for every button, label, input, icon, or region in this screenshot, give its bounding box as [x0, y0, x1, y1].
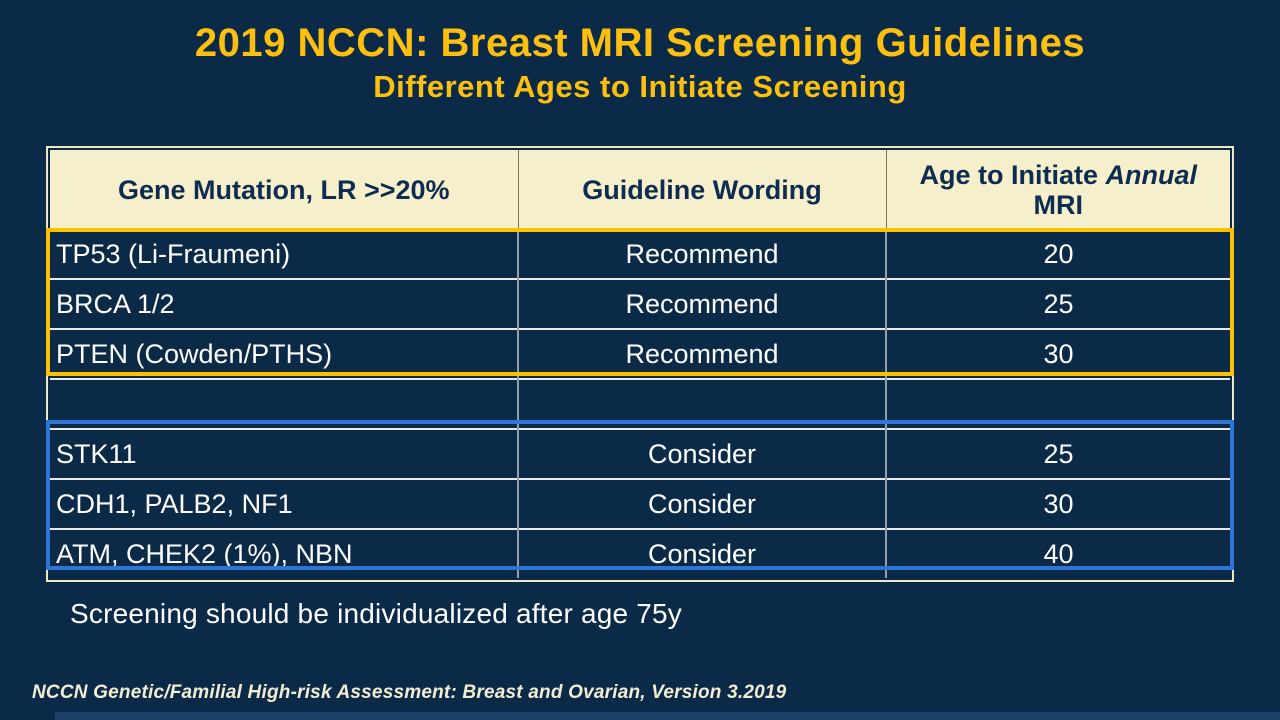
annual-italic-word: Annual: [1105, 159, 1198, 190]
slide-subtitle: Different Ages to Initiate Screening: [373, 69, 907, 104]
age-cell: 40: [885, 528, 1230, 578]
header-age-line1: Age to Initiate Annual: [919, 159, 1198, 190]
citation: NCCN Genetic/Familial High-risk Assessme…: [32, 682, 787, 703]
gene-cell: [50, 378, 518, 429]
slide-title: 2019 NCCN: Breast MRI Screening Guidelin…: [194, 21, 1086, 65]
age-cell: [885, 378, 1230, 429]
wording-cell: Recommend: [517, 230, 886, 279]
age-cell: 25: [885, 278, 1230, 329]
gene-cell: PTEN (Cowden/PTHS): [50, 328, 518, 379]
gene-cell: STK11: [50, 428, 518, 479]
wording-cell: Consider: [517, 478, 886, 529]
age-cell: 30: [885, 328, 1230, 379]
title-block: 2019 NCCN: Breast MRI Screening Guidelin…: [0, 18, 1280, 105]
age-cell: 30: [885, 478, 1230, 529]
screening-note: Screening should be individualized after…: [70, 598, 683, 629]
gene-cell: ATM, CHEK2 (1%), NBN: [50, 528, 518, 578]
gene-cell: TP53 (Li-Fraumeni): [56, 238, 291, 269]
table-row-brca: BRCA 1/2 Recommend 25: [50, 278, 1230, 329]
wording-cell: [517, 378, 886, 429]
table-row-cdh1: CDH1, PALB2, NF1 Consider 30: [50, 478, 1230, 529]
wording-cell: Consider: [517, 528, 886, 578]
table-row-stk11: STK11 Consider 25: [50, 428, 1230, 479]
table-row-atm: ATM, CHEK2 (1%), NBN Consider 40: [50, 528, 1230, 578]
table-header-row: Gene Mutation, LR >>20% Guideline Wordin…: [50, 150, 1230, 230]
header-cell-gene-mutation: Gene Mutation, LR >>20%: [50, 150, 518, 230]
wording-cell: Recommend: [517, 278, 886, 329]
wording-cell: Consider: [517, 428, 886, 479]
wording-cell: Recommend: [517, 328, 886, 379]
header-cell-guideline-wording: Guideline Wording: [517, 150, 886, 230]
table-row-pten: PTEN (Cowden/PTHS) Recommend 30: [50, 328, 1230, 379]
bottom-accent-bar: [55, 712, 1280, 720]
header-age-line2: MRI: [1033, 190, 1084, 220]
gene-cell: BRCA 1/2: [50, 278, 518, 329]
gene-cell: CDH1, PALB2, NF1: [50, 478, 518, 529]
table-row-tp53: TP53 (Li-Fraumeni) Recommend 20: [50, 230, 1230, 279]
age-cell: 20: [885, 230, 1230, 279]
guidelines-table-container: Gene Mutation, LR >>20% Guideline Wordin…: [46, 146, 1234, 582]
guidelines-table: Gene Mutation, LR >>20% Guideline Wordin…: [50, 150, 1230, 578]
table-row-spacer: [50, 378, 1230, 429]
age-cell: 25: [885, 428, 1230, 479]
header-cell-age-to-initiate: Age to Initiate Annual MRI: [885, 150, 1230, 230]
